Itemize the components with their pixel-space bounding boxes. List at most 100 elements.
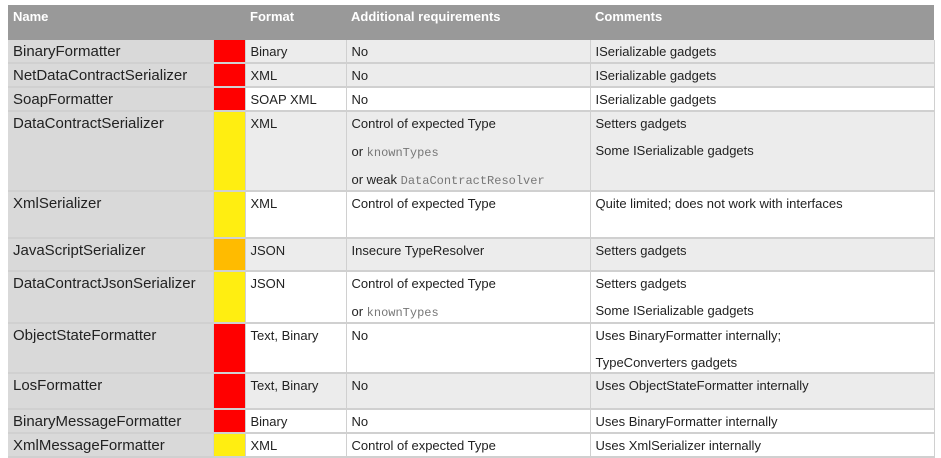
risk-swatch bbox=[213, 40, 246, 64]
comment-line: Quite limited; does not work with interf… bbox=[595, 196, 843, 211]
comments-cell: Uses ObjectStateFormatter internally bbox=[590, 373, 935, 410]
comment-line: ISerializable gadgets bbox=[595, 44, 717, 59]
comment-line: TypeConverters gadgets bbox=[595, 355, 738, 370]
comment-line: Some ISerializable gadgets bbox=[595, 143, 754, 158]
risk-swatch bbox=[213, 271, 246, 324]
serializer-name: NetDataContractSerializer bbox=[8, 63, 214, 88]
comment-line: ISerializable gadgets bbox=[595, 92, 717, 107]
requirement-line: Control of expected Type bbox=[352, 438, 585, 454]
comment-line: ISerializable gadgets bbox=[595, 68, 717, 83]
requirement-code: knownTypes bbox=[366, 306, 439, 320]
requirement-line: No bbox=[352, 92, 585, 108]
comment-line: Some ISerializable gadgets bbox=[595, 303, 754, 318]
requirements-cell: No bbox=[346, 373, 591, 410]
requirement-line: or knownTypes bbox=[352, 144, 585, 160]
header-risk bbox=[213, 5, 245, 40]
format-cell: XML bbox=[245, 191, 347, 239]
requirement-text: No bbox=[351, 414, 369, 429]
requirement-text: or bbox=[351, 144, 367, 159]
table-row: BinaryMessageFormatter Binary No Uses Bi… bbox=[8, 409, 935, 434]
requirement-line: No bbox=[352, 44, 585, 60]
requirement-text: Insecure TypeResolver bbox=[351, 243, 485, 258]
requirement-line: Control of expected Type bbox=[352, 196, 585, 212]
risk-swatch bbox=[213, 323, 246, 374]
risk-swatch bbox=[213, 111, 246, 192]
requirements-cell: No bbox=[346, 63, 591, 88]
requirements-cell: No bbox=[346, 409, 591, 434]
comment-line: Uses BinaryFormatter internally; bbox=[595, 328, 782, 343]
comments-cell: ISerializable gadgets bbox=[590, 40, 935, 64]
header-requirements: Additional requirements bbox=[346, 5, 590, 40]
table-row: DataContractJsonSerializer JSON Control … bbox=[8, 271, 935, 324]
comments-cell: Uses BinaryFormatter internally bbox=[590, 409, 935, 434]
format-cell: Binary bbox=[245, 409, 347, 434]
comments-cell: Uses XmlSerializer internally bbox=[590, 433, 935, 458]
format-cell: SOAP XML bbox=[245, 87, 347, 112]
requirement-text: Control of expected Type bbox=[351, 276, 496, 291]
requirement-line: No bbox=[352, 414, 585, 430]
comment-line: Setters gadgets bbox=[595, 243, 687, 258]
format-cell: JSON bbox=[245, 238, 347, 272]
comments-cell: Quite limited; does not work with interf… bbox=[590, 191, 935, 239]
format-cell: XML bbox=[245, 111, 347, 192]
table-row: NetDataContractSerializer XML No ISerial… bbox=[8, 63, 935, 88]
header-comments: Comments bbox=[590, 5, 934, 40]
table-row: XmlMessageFormatter XML Control of expec… bbox=[8, 433, 935, 458]
requirement-text: Control of expected Type bbox=[351, 438, 496, 453]
comments-cell: Setters gadgets Some ISerializable gadget… bbox=[590, 111, 935, 192]
risk-swatch bbox=[213, 87, 246, 112]
requirement-text: No bbox=[351, 328, 369, 343]
table-row: ObjectStateFormatter Text, Binary No Use… bbox=[8, 323, 935, 374]
serializer-name: SoapFormatter bbox=[8, 87, 214, 112]
table-row: SoapFormatter SOAP XML No ISerializable … bbox=[8, 87, 935, 112]
comments-cell: ISerializable gadgets bbox=[590, 87, 935, 112]
requirement-text: Control of expected Type bbox=[351, 196, 496, 211]
risk-swatch bbox=[213, 63, 246, 88]
comment-line: Setters gadgets bbox=[595, 276, 687, 291]
requirements-cell: Control of expected Type or knownTypes or … bbox=[346, 111, 591, 192]
serializer-name: BinaryFormatter bbox=[8, 40, 214, 64]
requirement-text: No bbox=[351, 378, 369, 393]
format-cell: XML bbox=[245, 63, 347, 88]
requirement-text: or bbox=[351, 304, 367, 319]
requirements-cell: Insecure TypeResolver bbox=[346, 238, 591, 272]
header-row: Name Format Additional requirements Comm… bbox=[8, 5, 934, 40]
table-row: JavaScriptSerializer JSON Insecure TypeR… bbox=[8, 238, 935, 272]
serializer-name: BinaryMessageFormatter bbox=[8, 409, 214, 434]
header-format: Format bbox=[245, 5, 346, 40]
serializer-table: Name Format Additional requirements Comm… bbox=[8, 5, 935, 458]
requirement-line: No bbox=[352, 328, 585, 344]
serializer-name: JavaScriptSerializer bbox=[8, 238, 214, 272]
risk-swatch bbox=[213, 373, 246, 410]
requirements-cell: Control of expected Type bbox=[346, 191, 591, 239]
serializer-name: LosFormatter bbox=[8, 373, 214, 410]
requirement-line: Control of expected Type bbox=[352, 116, 585, 132]
serializer-name: XmlSerializer bbox=[8, 191, 214, 239]
requirement-code: DataContractResolver bbox=[400, 174, 545, 188]
serializer-name: DataContractJsonSerializer bbox=[8, 271, 214, 324]
comments-cell: Setters gadgets Some ISerializable gadget… bbox=[590, 271, 935, 324]
requirement-text: Control of expected Type bbox=[351, 116, 496, 131]
requirements-cell: No bbox=[346, 323, 591, 374]
requirement-text: No bbox=[351, 68, 369, 83]
comment-line: Uses BinaryFormatter internally bbox=[595, 414, 778, 429]
requirement-line: Control of expected Type bbox=[352, 276, 585, 292]
risk-swatch bbox=[213, 238, 246, 272]
requirement-text: No bbox=[351, 92, 369, 107]
comments-cell: Uses BinaryFormatter internally; TypeConv… bbox=[590, 323, 935, 374]
format-cell: XML bbox=[245, 433, 347, 458]
comment-line: Setters gadgets bbox=[595, 116, 687, 131]
table-row: DataContractSerializer XML Control of ex… bbox=[8, 111, 935, 192]
comments-cell: ISerializable gadgets bbox=[590, 63, 935, 88]
format-cell: Binary bbox=[245, 40, 347, 64]
risk-swatch bbox=[213, 191, 246, 239]
table-row: BinaryFormatter Binary No ISerializable … bbox=[8, 40, 935, 64]
requirement-line: No bbox=[352, 378, 585, 394]
comment-line: Uses ObjectStateFormatter internally bbox=[595, 378, 809, 393]
risk-swatch bbox=[213, 433, 246, 458]
requirement-text: No bbox=[351, 44, 369, 59]
requirement-line: No bbox=[352, 68, 585, 84]
requirements-cell: No bbox=[346, 87, 591, 112]
table-row: XmlSerializer XML Control of expected Ty… bbox=[8, 191, 935, 239]
requirements-cell: Control of expected Type or knownTypes bbox=[346, 271, 591, 324]
